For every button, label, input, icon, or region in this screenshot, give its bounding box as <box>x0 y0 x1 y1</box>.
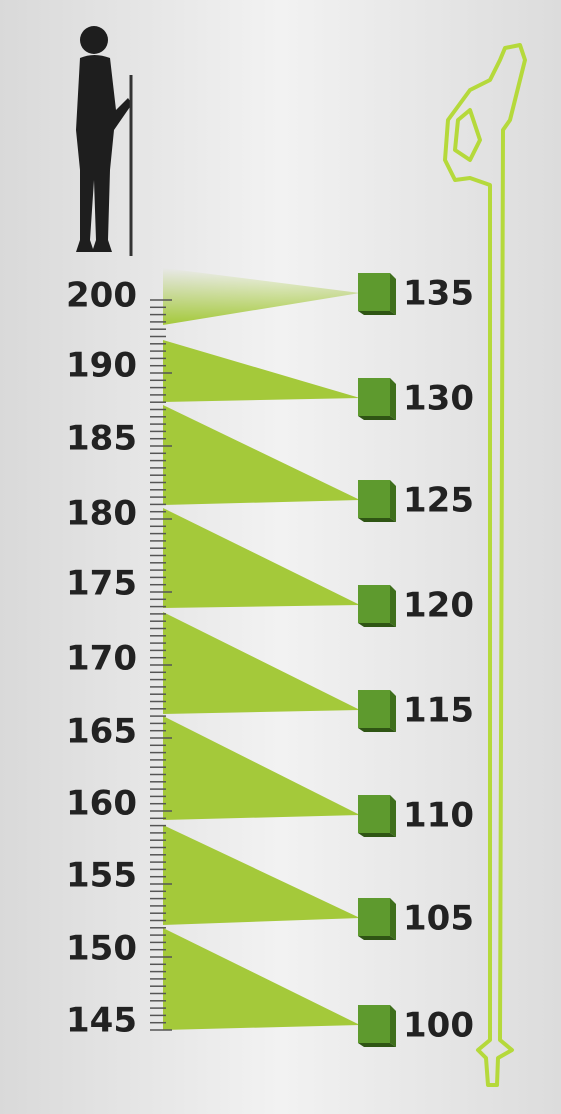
height-label: 165 <box>66 712 137 752</box>
cube-top <box>358 416 396 420</box>
pole-length-label: 100 <box>403 1006 474 1046</box>
height-label: 150 <box>66 929 137 969</box>
cube-top <box>358 518 396 522</box>
pole-length-label: 130 <box>403 379 474 419</box>
pole-length-label: 110 <box>403 796 474 836</box>
pole-length-label: 105 <box>403 899 474 939</box>
cube-side <box>390 378 396 420</box>
cube-side <box>390 898 396 940</box>
cube-front <box>358 1005 390 1043</box>
pole-length-label: 120 <box>403 586 474 626</box>
cube-side <box>390 1005 396 1047</box>
pole-length-label: 135 <box>403 274 474 314</box>
pole-length-label: 125 <box>403 481 474 521</box>
infographic: 200 190 185 180 175 170 165 160 155 150 145 135 130 1… <box>0 0 561 1114</box>
cube-top <box>358 728 396 732</box>
height-label: 145 <box>66 1001 137 1041</box>
cube-side <box>390 480 396 522</box>
height-label: 160 <box>66 784 137 824</box>
cube-side <box>390 795 396 837</box>
cube-front <box>358 690 390 728</box>
cube-top <box>358 1043 396 1047</box>
cube-front <box>358 795 390 833</box>
cube-top <box>358 623 396 627</box>
height-label: 185 <box>66 419 137 459</box>
height-label: 180 <box>66 494 137 534</box>
height-label: 190 <box>66 346 137 386</box>
cube-top <box>358 936 396 940</box>
height-label: 200 <box>66 276 137 316</box>
cube-front <box>358 585 390 623</box>
height-label: 175 <box>66 564 137 604</box>
height-label: 170 <box>66 639 137 679</box>
pole-length-label: 115 <box>403 691 474 731</box>
cube-top <box>358 311 396 315</box>
page: {"heights": ["200", "190", "185", "180",… <box>0 0 561 1114</box>
cube-side <box>390 273 396 315</box>
cube-front <box>358 898 390 936</box>
cube-front <box>358 480 390 518</box>
height-label: 155 <box>66 856 137 896</box>
cube-side <box>390 690 396 732</box>
cube-side <box>390 585 396 627</box>
cube-front <box>358 273 390 311</box>
cube-top <box>358 833 396 837</box>
cube-front <box>358 378 390 416</box>
